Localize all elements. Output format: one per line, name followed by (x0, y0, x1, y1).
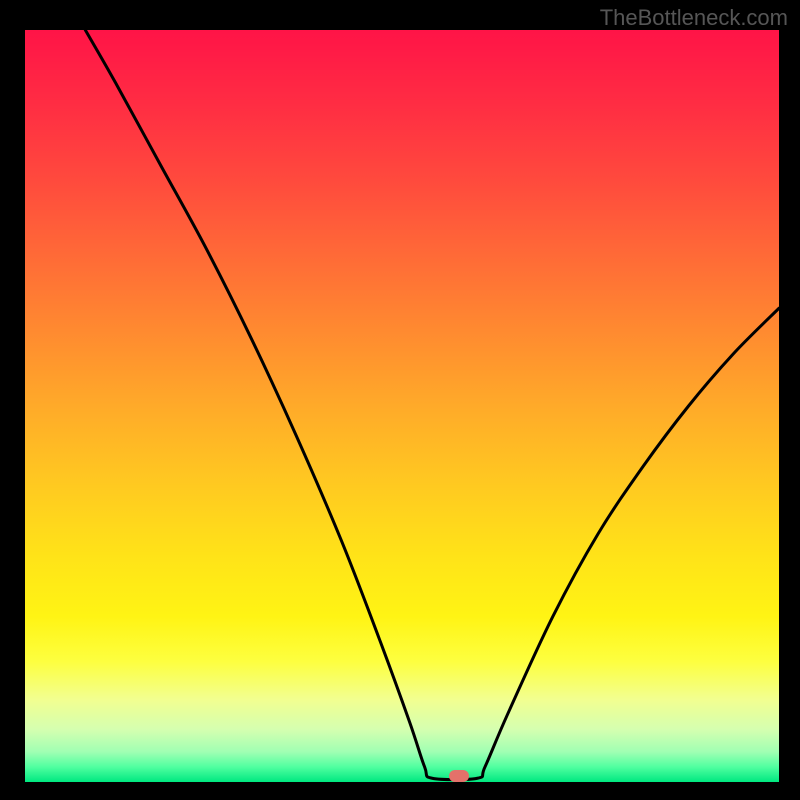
bottleneck-curve (25, 30, 779, 782)
watermark-text: TheBottleneck.com (600, 5, 788, 31)
optimal-marker (449, 770, 469, 782)
plot-area (25, 30, 779, 782)
chart-container: TheBottleneck.com (0, 0, 800, 800)
